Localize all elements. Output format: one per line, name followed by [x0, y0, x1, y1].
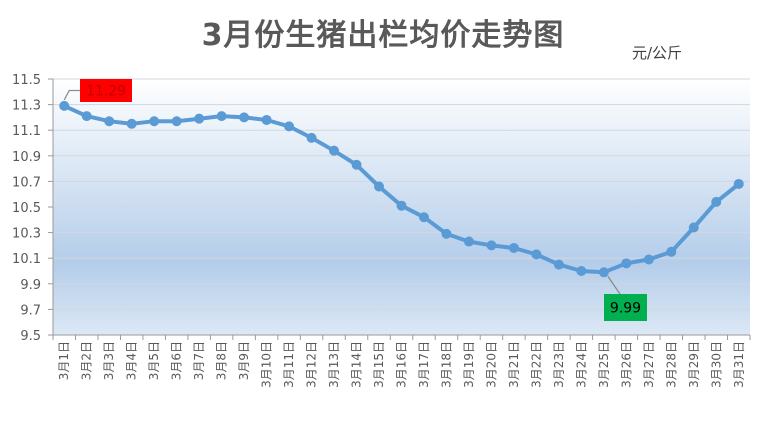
data-point: [508, 242, 519, 253]
x-tick-label: 3月21日: [507, 341, 521, 388]
series-layer: [59, 100, 744, 278]
x-tick-label: 3月1日: [57, 341, 71, 380]
data-point: [216, 111, 227, 122]
y-tick-label: 9.7: [20, 303, 41, 318]
y-tick-label: 10.5: [12, 201, 41, 216]
unit-label: 元/公斤: [632, 44, 683, 62]
data-point: [441, 228, 452, 239]
data-point: [306, 132, 317, 143]
x-tick-label: 3月31日: [732, 341, 746, 388]
x-tick-label: 3月16日: [395, 341, 409, 388]
data-label: 11.29: [86, 84, 126, 100]
x-tick-label: 3月18日: [439, 341, 453, 388]
callout-box: [80, 79, 132, 102]
data-point: [643, 254, 654, 265]
data-label: 9.99: [610, 301, 641, 317]
data-point: [194, 113, 205, 124]
data-point: [598, 267, 609, 278]
x-tick-label: 3月3日: [102, 341, 116, 380]
data-point: [418, 212, 429, 223]
data-point: [666, 246, 677, 257]
data-point: [374, 181, 385, 192]
data-point: [81, 111, 92, 122]
callout-leader: [63, 89, 80, 101]
x-tick-label: 3月25日: [597, 341, 611, 388]
x-tick-label: 3月2日: [80, 341, 94, 380]
data-point: [284, 121, 295, 132]
x-tick-label: 3月11日: [282, 341, 296, 388]
x-tick-label: 3月23日: [552, 341, 566, 388]
data-point: [733, 178, 744, 189]
data-point: [126, 118, 137, 129]
x-tick-label: 3月5日: [147, 341, 161, 380]
x-tick-label: 3月17日: [417, 341, 431, 388]
x-tick-label: 3月8日: [215, 341, 229, 380]
x-tick-label: 3月7日: [192, 341, 206, 380]
x-tick-label: 3月13日: [327, 341, 341, 388]
data-point: [171, 116, 182, 127]
y-tick-label: 10.7: [12, 175, 41, 190]
x-tick-label: 3月15日: [372, 341, 386, 388]
x-tick-label: 3月28日: [664, 341, 678, 388]
data-point: [463, 236, 474, 247]
y-tick-label: 11.1: [12, 124, 41, 139]
callout-box: [604, 294, 647, 321]
data-point: [239, 112, 250, 123]
y-tick-label: 11.5: [12, 73, 41, 88]
data-point: [711, 196, 722, 207]
data-point: [149, 116, 160, 127]
y-tick-label: 10.1: [12, 252, 41, 267]
y-axis: 9.5 9.7 9.9 10.1 10.3 10.5 10.7 10.9 11.1 11.3 11.…: [12, 73, 54, 344]
data-point: [104, 116, 115, 127]
data-point: [59, 100, 70, 111]
data-point: [688, 222, 699, 233]
y-tick-label: 10.9: [12, 150, 41, 165]
data-point: [351, 159, 362, 170]
x-tick-label: 3月30日: [709, 341, 723, 388]
data-point: [329, 145, 340, 156]
x-tick-label: 3月19日: [462, 341, 476, 388]
y-tick-label: 9.9: [20, 278, 41, 293]
data-point: [621, 258, 632, 269]
x-axis: 3月1日 3月2日 3月3日 3月4日 3月5日 3月6日 3月7日 3月8日 3月9日 3月10…: [52, 334, 751, 388]
data-point: [396, 200, 407, 211]
gridlines: [53, 78, 750, 336]
y-tick-label: 11.3: [12, 99, 41, 114]
x-tick-label: 3月12日: [305, 341, 319, 388]
callout-layer: 11.29 9.99: [63, 79, 647, 321]
x-tick-label: 3月9日: [237, 341, 251, 380]
x-tick-label: 3月14日: [350, 341, 364, 388]
x-tick-label: 3月4日: [125, 341, 139, 380]
x-tick-label: 3月20日: [484, 341, 498, 388]
x-tick-label: 3月26日: [619, 341, 633, 388]
chart-title: 3月份生猪出栏均价走势图: [201, 18, 565, 53]
data-point: [576, 266, 587, 276]
x-tick-label: 3月27日: [642, 341, 656, 388]
x-tick-label: 3月24日: [574, 341, 588, 388]
x-tick-label: 3月6日: [170, 341, 184, 380]
y-tick-label: 10.3: [12, 227, 41, 242]
data-point: [553, 259, 564, 270]
x-tick-label: 3月22日: [529, 341, 543, 388]
x-tick-label: 3月10日: [260, 341, 274, 388]
callout-leader: [607, 275, 621, 295]
data-point: [531, 249, 542, 260]
y-tick-label: 9.5: [20, 329, 41, 344]
data-point: [261, 114, 272, 125]
x-tick-label: 3月29日: [687, 341, 701, 388]
data-point: [486, 240, 497, 251]
